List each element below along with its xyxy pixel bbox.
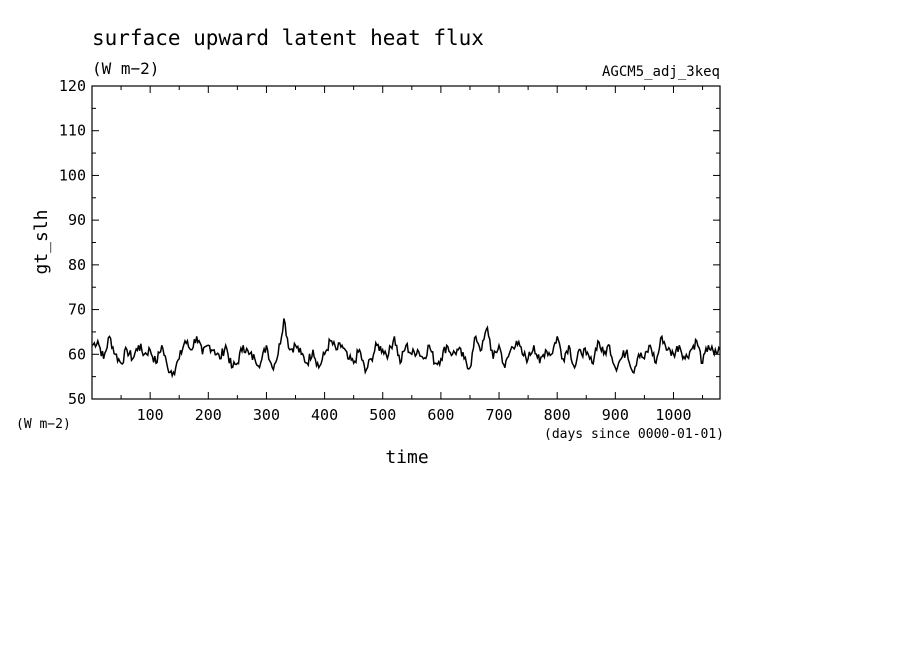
y-tick-label: 110	[59, 122, 86, 140]
x-tick-label: 200	[195, 406, 222, 424]
chart-title: surface upward latent heat flux	[92, 26, 484, 50]
x-tick-label: 600	[427, 406, 454, 424]
x-tick-label: 300	[253, 406, 280, 424]
x-tick-label: 500	[369, 406, 396, 424]
series-line	[91, 318, 721, 379]
axis-ticks	[92, 86, 720, 399]
x-tick-label: 700	[485, 406, 512, 424]
y-tick-label: 100	[59, 166, 86, 184]
x-tick-label: 800	[544, 406, 571, 424]
x-tick-label: 900	[602, 406, 629, 424]
x-tick-label: 400	[311, 406, 338, 424]
y-tick-label: 80	[68, 256, 86, 274]
x-tick-labels: 100 200 300 400 500 600 700 800 900 1000	[137, 406, 692, 424]
y-axis-label: gt_slh	[31, 209, 52, 274]
dataset-label: AGCM5_adj_3keq	[602, 64, 720, 80]
x-tick-label: 100	[137, 406, 164, 424]
x-axis-label: time	[385, 447, 428, 468]
x-tick-label: 1000	[655, 406, 691, 424]
y-tick-label: 120	[59, 77, 86, 95]
y-tick-labels: 50 60 70 80 90 100 110 120	[59, 77, 86, 408]
y-axis-unit: (W m−2)	[16, 417, 71, 432]
y-tick-label: 70	[68, 301, 86, 319]
y-tick-label: 50	[68, 390, 86, 408]
x-axis-unit: (days since 0000-01-01)	[544, 427, 724, 442]
chart-subtitle: (W m−2)	[92, 59, 159, 78]
y-tick-label: 90	[68, 211, 86, 229]
y-tick-label: 60	[68, 345, 86, 363]
